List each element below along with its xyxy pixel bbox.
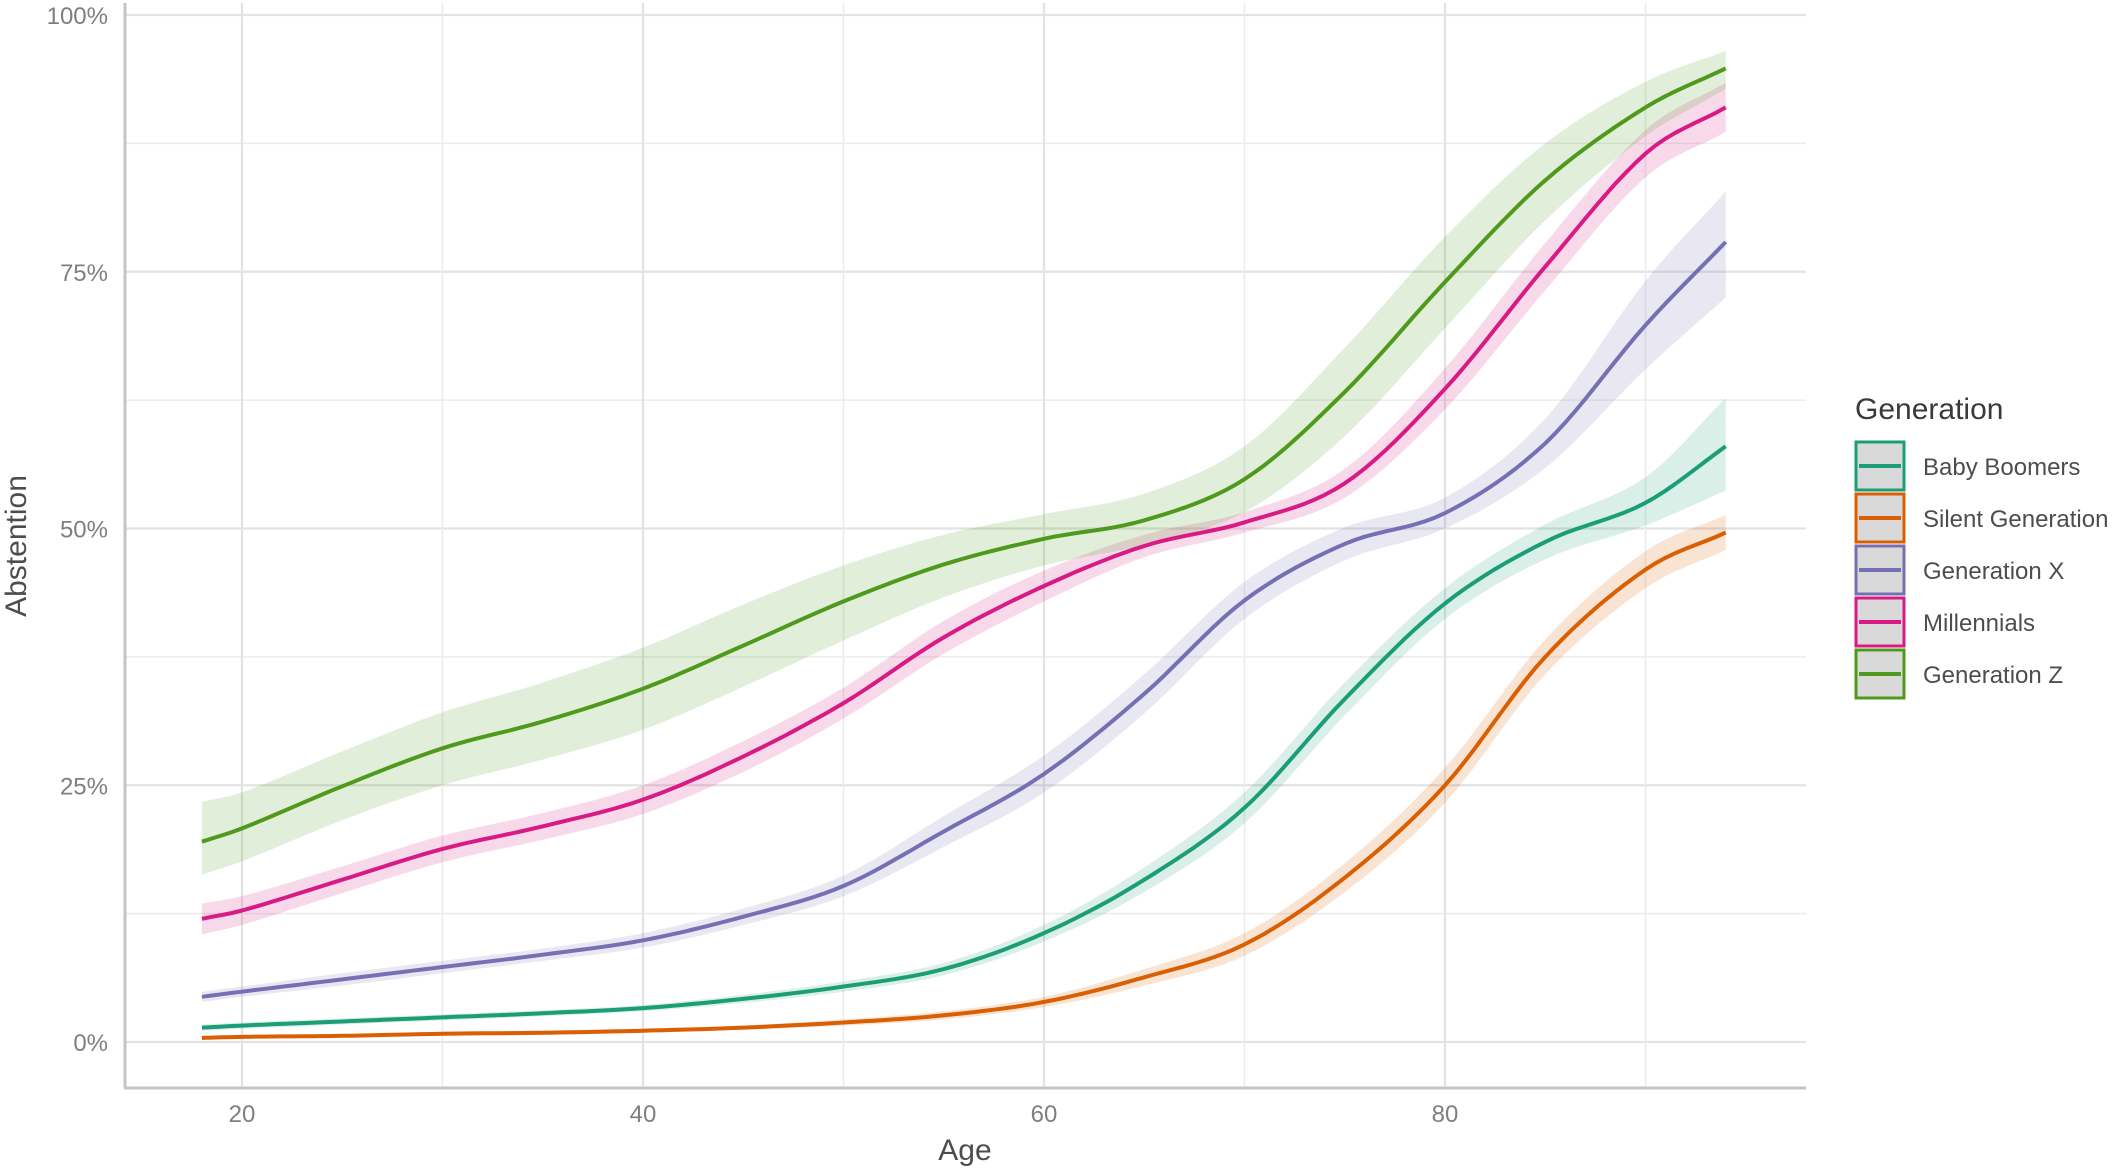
- y-axis-title: Abstention: [0, 475, 33, 617]
- x-tick-label: 80: [1432, 1101, 1459, 1128]
- legend-label: Generation X: [1923, 558, 2064, 585]
- series-lines: [201, 66, 1728, 1040]
- legend-item-generation-z: Generation Z: [1854, 648, 2063, 700]
- x-axis-ticks: 20 40 60 80: [229, 1101, 1459, 1128]
- legend-label: Baby Boomers: [1923, 454, 2080, 481]
- ci-band-generation-z: [201, 50, 1726, 875]
- legend-item-baby-boomers: Baby Boomers: [1854, 440, 2080, 492]
- x-tick-label: 20: [229, 1101, 256, 1128]
- y-tick-label: 25%: [60, 773, 108, 800]
- legend-label: Silent Generation: [1923, 506, 2108, 533]
- legend-item-generation-x: Generation X: [1854, 544, 2064, 596]
- y-tick-label: 75%: [60, 260, 108, 287]
- series-line-baby-boomers: [201, 444, 1727, 1030]
- y-tick-label: 100%: [47, 3, 108, 30]
- y-tick-label: 50%: [60, 517, 108, 544]
- legend-item-silent-generation: Silent Generation: [1854, 492, 2108, 544]
- legend-items: Baby Boomers Silent Generation Generation …: [1854, 440, 2108, 700]
- y-tick-label: 0%: [73, 1030, 108, 1057]
- series-line-silent-generation: [201, 530, 1727, 1040]
- y-axis-ticks: 0% 25% 50% 75% 100%: [47, 3, 108, 1057]
- legend: Generation Baby Boomers Silent Generation…: [1854, 393, 2108, 700]
- legend-label: Millennials: [1923, 610, 2035, 637]
- axes: [123, 3, 1806, 1090]
- series-line-generation-z: [201, 66, 1727, 844]
- x-axis-title: Age: [938, 1134, 991, 1167]
- x-tick-label: 40: [630, 1101, 657, 1128]
- grid-lines: [126, 3, 1806, 1086]
- legend-title: Generation: [1855, 393, 2003, 426]
- confidence-bands: [201, 50, 1726, 1039]
- series-line-millennials: [201, 105, 1727, 921]
- legend-label: Generation Z: [1923, 662, 2063, 689]
- x-tick-label: 60: [1031, 1101, 1058, 1128]
- legend-item-millennials: Millennials: [1854, 596, 2035, 648]
- series-line-generation-x: [201, 240, 1728, 999]
